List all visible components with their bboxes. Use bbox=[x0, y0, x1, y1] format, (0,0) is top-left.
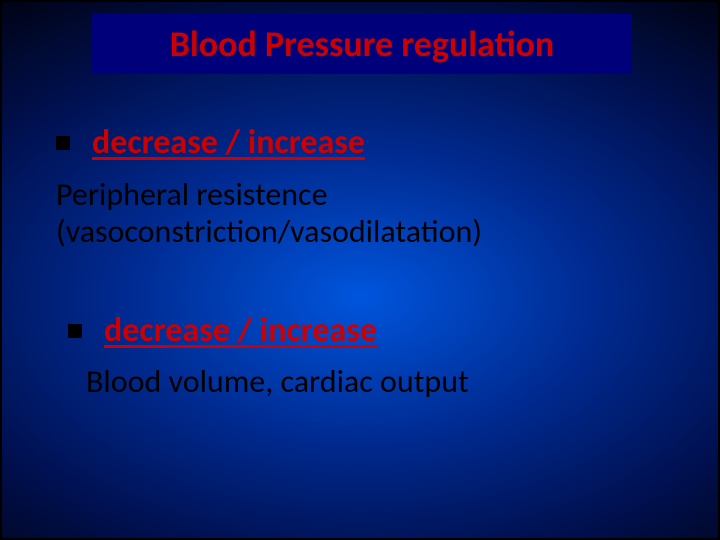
block1-line1: Peripheral resistence bbox=[56, 177, 482, 214]
slide: Blood Pressure regulation decrease / inc… bbox=[0, 0, 720, 540]
slide-title: Blood Pressure regulation bbox=[170, 22, 555, 66]
square-bullet-icon bbox=[56, 136, 70, 150]
title-box: Blood Pressure regulation bbox=[92, 14, 632, 74]
square-bullet-icon bbox=[68, 324, 82, 338]
block1-line2: (vasoconstriction/vasodilatation) bbox=[56, 214, 482, 251]
block2-body: Blood volume, cardiac output bbox=[86, 364, 469, 401]
block2-heading: decrease / increase bbox=[104, 312, 377, 349]
block1-heading-row: decrease / increase bbox=[56, 124, 365, 161]
block1-body: Peripheral resistence (vasoconstriction/… bbox=[56, 177, 482, 251]
block2-line1: Blood volume, cardiac output bbox=[86, 364, 469, 401]
block2-heading-row: decrease / increase bbox=[68, 312, 377, 349]
block1-heading: decrease / increase bbox=[92, 124, 365, 161]
